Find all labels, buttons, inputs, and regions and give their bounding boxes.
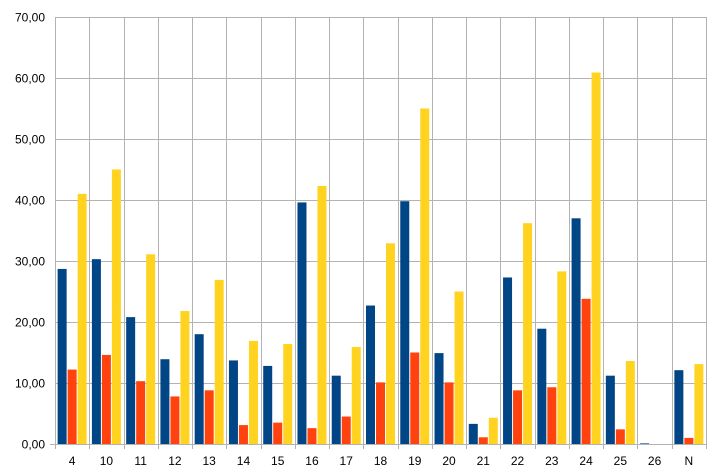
y-tick-label: 20,00 (15, 316, 45, 330)
bar-series-2-23 (547, 387, 557, 444)
bar-series-2-21 (478, 437, 488, 444)
bar-series-1-12 (160, 359, 170, 444)
bar-series-1-21 (468, 423, 478, 444)
bar-series-2-12 (170, 396, 180, 444)
bar-series-3-25 (625, 361, 635, 444)
bar-series-2-15 (273, 422, 283, 444)
y-tick-label: 60,00 (15, 72, 45, 86)
bar-series-3-N (694, 364, 704, 444)
bar-series-3-4 (77, 193, 87, 444)
x-tick-label: 19 (408, 454, 422, 468)
bar-series-3-15 (283, 343, 293, 444)
bar-series-2-11 (136, 381, 146, 444)
y-axis-tick-labels: 0,00 10,00 20,00 30,00 40,00 50,00 60,00 70,00 (15, 11, 45, 452)
x-tick-label: 23 (545, 454, 559, 468)
bar-series-1-10 (91, 259, 101, 444)
y-tick-label: 0,00 (22, 438, 46, 452)
bar-series-2-13 (204, 390, 214, 444)
bar-series-3-11 (146, 254, 156, 444)
bar-series-1-18 (366, 305, 375, 444)
x-tick-label: 21 (477, 454, 491, 468)
bar-series-2-14 (238, 425, 248, 444)
x-tick-label: N (685, 454, 694, 468)
bar-series-3-22 (523, 223, 533, 444)
bar-series-2-19 (410, 352, 420, 444)
x-tick-label: 14 (237, 454, 251, 468)
x-axis-tick-labels: 4 10 11 12 13 14 15 16 17 18 19 20 21 22 23 24 25 26 N (69, 454, 693, 468)
bar-series-2-25 (615, 429, 625, 444)
x-tick-label: 4 (69, 454, 76, 468)
bar-series-3-17 (351, 347, 361, 444)
bar-series-3-21 (488, 417, 498, 444)
bar-series-3-10 (111, 169, 121, 444)
x-tick-label: 10 (100, 454, 114, 468)
x-tick-label: 13 (203, 454, 217, 468)
bar-series-2-20 (444, 382, 454, 444)
bar-series-1-26 (640, 443, 650, 444)
y-tick-label: 40,00 (15, 194, 45, 208)
y-tick-label: 30,00 (15, 255, 45, 269)
bar-series-1-17 (331, 375, 341, 444)
bar-series-2-16 (307, 428, 317, 444)
bar-series-3-16 (317, 185, 327, 444)
bar-series-3-12 (180, 311, 190, 444)
x-tick-label: 20 (442, 454, 456, 468)
bar-series-1-15 (263, 365, 273, 444)
bar-series-3-24 (591, 72, 601, 444)
x-tick-label: 12 (168, 454, 182, 468)
bar-series-3-14 (248, 340, 258, 444)
bar-series-1-4 (57, 268, 67, 444)
x-tick-label: 22 (511, 454, 525, 468)
bar-series-1-23 (537, 328, 547, 444)
x-tick-label: 16 (305, 454, 319, 468)
bar-series-3-23 (557, 271, 567, 444)
bar-series-1-24 (571, 218, 581, 444)
bar-series-3-19 (420, 108, 430, 444)
bar-series-1-22 (503, 277, 513, 444)
bar-series-2-22 (513, 390, 523, 444)
bar-series-1-20 (434, 353, 444, 444)
bar-series-1-N (674, 370, 684, 444)
bar-series-3-20 (454, 291, 464, 444)
y-tick-label: 10,00 (15, 377, 45, 391)
bar-series-3-18 (386, 243, 395, 444)
bar-series-1-25 (605, 375, 615, 444)
bar-series-1-13 (194, 334, 204, 444)
x-tick-label: 25 (614, 454, 628, 468)
bar-series-2-4 (67, 369, 77, 444)
bar-series-1-19 (400, 201, 410, 444)
bar-series-2-N (684, 437, 694, 444)
bar-series-1-14 (228, 360, 238, 444)
bar-series-3-13 (214, 279, 224, 444)
bar-series-2-17 (341, 416, 351, 444)
x-tick-label: 15 (271, 454, 285, 468)
bar-series-1-16 (297, 202, 307, 444)
bar-series-1-11 (126, 317, 136, 444)
bar-series-2-24 (581, 298, 591, 444)
x-tick-label: 24 (579, 454, 593, 468)
x-tick-label: 18 (374, 454, 388, 468)
bar-series-2-18 (376, 382, 385, 444)
y-tick-label: 50,00 (15, 133, 45, 147)
x-tick-label: 17 (340, 454, 354, 468)
axes (50, 17, 706, 449)
bar-series-2-10 (101, 354, 111, 444)
x-tick-label: 26 (648, 454, 662, 468)
grid-lines (55, 17, 707, 449)
y-tick-label: 70,00 (15, 11, 45, 25)
x-tick-label: 11 (134, 454, 147, 468)
bars (57, 72, 704, 445)
